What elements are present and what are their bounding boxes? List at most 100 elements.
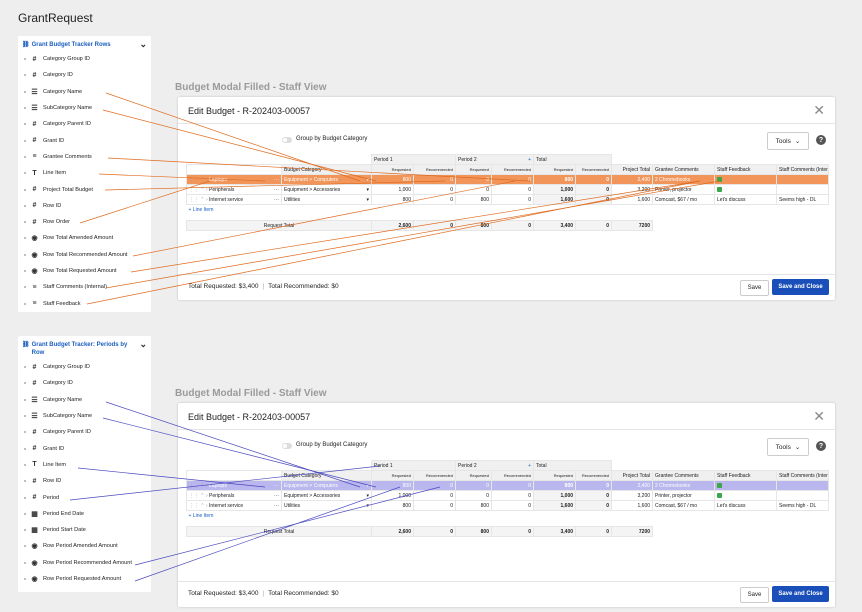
budget-category[interactable]: Equipment > Accessories (284, 186, 341, 193)
p1-recommended[interactable]: 0 (413, 500, 456, 511)
group-toggle[interactable] (282, 443, 292, 449)
p1-recommended[interactable]: 0 (413, 480, 456, 491)
save-and-close-button[interactable]: Save and Close (772, 279, 829, 295)
project-total[interactable]: 3,200 (611, 490, 654, 501)
field-item[interactable]: # Grant ID (18, 440, 151, 456)
budget-category[interactable]: Utilities (284, 502, 301, 509)
add-period-button[interactable]: + (528, 462, 532, 469)
add-period-button[interactable]: + (528, 156, 532, 163)
p1-requested[interactable]: 800 (371, 174, 414, 185)
p1-recommended[interactable]: 0 (413, 174, 456, 185)
p2-recommended[interactable]: 0 (490, 500, 535, 511)
checkbox-checked-icon[interactable] (717, 186, 723, 192)
line-item[interactable]: Laptops (209, 482, 227, 489)
field-item[interactable]: # Row ID (18, 198, 151, 214)
p2-recommended[interactable]: 0 (490, 194, 535, 205)
line-item[interactable]: Peripherals (209, 492, 235, 499)
row-controls-icon[interactable]: ⋮⋮ ⌃ › (189, 196, 208, 203)
line-item[interactable]: Peripherals (209, 186, 235, 193)
chevron-down-icon[interactable]: ▾ (366, 482, 369, 489)
field-item[interactable]: ◉ Row Total Amended Amount (18, 230, 151, 246)
p1-requested[interactable]: 800 (371, 194, 414, 205)
chevron-down-icon[interactable]: ▾ (366, 196, 369, 203)
field-item[interactable]: # Row Order (18, 214, 151, 230)
more-icon[interactable]: ··· (274, 502, 279, 509)
save-button[interactable]: Save (740, 587, 769, 603)
project-total[interactable]: 2,400 (611, 174, 654, 185)
p2-recommended[interactable]: 0 (490, 490, 535, 501)
panel-header[interactable]: ⛓ Grant Budget Tracker Rows ⌄ (18, 36, 151, 51)
field-item[interactable]: # Grant ID (18, 132, 151, 148)
tools-button[interactable]: Tools ⌄ (767, 132, 809, 150)
grantee-comments[interactable]: Printer, projector (652, 490, 716, 501)
add-line-item-button[interactable]: + Line Item (188, 206, 214, 213)
field-item[interactable]: ☰ SubCategory Name (18, 100, 151, 116)
p1-requested[interactable]: 800 (371, 500, 414, 511)
p2-requested[interactable]: 0 (455, 174, 492, 185)
field-item[interactable]: ☰ Category Name (18, 84, 151, 100)
grantee-comments[interactable]: Printer, projector (652, 184, 716, 195)
project-total[interactable]: 1,600 (611, 194, 654, 205)
chevron-down-icon[interactable]: ▾ (366, 502, 369, 509)
grantee-comments[interactable]: Comcast, $67 / mo (652, 500, 716, 511)
p1-recommended[interactable]: 0 (413, 194, 456, 205)
p2-requested[interactable]: 0 (455, 184, 492, 195)
chevron-down-icon[interactable]: ▾ (366, 176, 369, 183)
field-item[interactable]: # Row ID (18, 473, 151, 489)
field-item[interactable]: # Category Parent ID (18, 424, 151, 440)
close-icon[interactable]: ✕ (813, 408, 825, 424)
row-controls-icon[interactable]: ⋮⋮ ⌃ › (189, 186, 208, 193)
field-item[interactable]: # Category Parent ID (18, 116, 151, 132)
staff-comments[interactable] (776, 480, 830, 491)
field-item[interactable]: # Category ID (18, 67, 151, 83)
p1-requested[interactable]: 1,000 (371, 184, 414, 195)
grantee-comments[interactable]: 2 Chromebooks (652, 480, 716, 491)
help-icon[interactable]: ? (816, 135, 826, 145)
checkbox-checked-icon[interactable] (717, 482, 723, 488)
field-item[interactable]: # Category ID (18, 375, 151, 391)
save-button[interactable]: Save (740, 280, 769, 296)
field-item[interactable]: # Period (18, 489, 151, 505)
p2-requested[interactable]: 800 (455, 194, 492, 205)
project-total[interactable]: 1,600 (611, 500, 654, 511)
group-toggle[interactable] (282, 137, 292, 143)
chevron-down-icon[interactable]: ▾ (366, 186, 369, 193)
staff-comments[interactable] (776, 174, 830, 185)
grantee-comments[interactable]: 2 Chromebooks (652, 174, 716, 185)
project-total[interactable]: 2,400 (611, 480, 654, 491)
panel-header[interactable]: ⛓ Grant Budget Tracker: Periods by Row ⌄ (18, 336, 151, 359)
row-controls-icon[interactable]: ⋮⋮ ⌃ › (189, 482, 208, 489)
field-item[interactable]: ▦ Period Start Date (18, 522, 151, 538)
budget-row[interactable]: ⋮⋮ ⌃ › Laptops ··· Equipment > Computers ▾ 8… (186, 480, 830, 491)
field-item[interactable]: ▦ Period End Date (18, 506, 151, 522)
field-item[interactable]: ☰ Category Name (18, 392, 151, 408)
field-item[interactable]: ◉ Row Total Requested Amount (18, 263, 151, 279)
checkbox-checked-icon[interactable] (717, 492, 723, 498)
budget-row[interactable]: ⋮⋮ ⌃ › Laptops ··· Equipment > Computers ▾ 8… (186, 174, 830, 185)
staff-comments[interactable]: Seems high - DL (776, 500, 830, 511)
p1-requested[interactable]: 1,000 (371, 490, 414, 501)
more-icon[interactable]: ··· (274, 176, 279, 183)
checkbox-checked-icon[interactable] (717, 176, 723, 182)
p2-requested[interactable]: 0 (455, 490, 492, 501)
p2-requested[interactable]: 0 (455, 480, 492, 491)
row-controls-icon[interactable]: ⋮⋮ ⌃ › (189, 492, 208, 499)
p2-recommended[interactable]: 0 (490, 174, 535, 185)
chevron-down-icon[interactable]: ⌄ (139, 339, 147, 349)
project-total[interactable]: 3,200 (611, 184, 654, 195)
line-item[interactable]: Internet service (209, 196, 244, 203)
field-item[interactable]: # Project Total Budget (18, 181, 151, 197)
field-item[interactable]: ◉ Row Period Amended Amount (18, 538, 151, 554)
tools-button[interactable]: Tools ⌄ (767, 438, 809, 456)
budget-row[interactable]: ⋮⋮ ⌃ › Peripherals ··· Equipment > Accesso… (186, 184, 830, 195)
more-icon[interactable]: ··· (274, 196, 279, 203)
field-item[interactable]: ◉ Row Period Requested Amount (18, 571, 151, 587)
budget-category[interactable]: Utilities (284, 196, 301, 203)
field-item[interactable]: ◉ Row Period Recommended Amount (18, 555, 151, 571)
more-icon[interactable]: ··· (274, 492, 279, 499)
staff-comments[interactable] (776, 184, 830, 195)
field-item[interactable]: ◉ Row Total Recommended Amount (18, 247, 151, 263)
row-controls-icon[interactable]: ⋮⋮ ⌃ › (189, 176, 208, 183)
save-and-close-button[interactable]: Save and Close (772, 586, 829, 602)
more-icon[interactable]: ··· (274, 186, 279, 193)
